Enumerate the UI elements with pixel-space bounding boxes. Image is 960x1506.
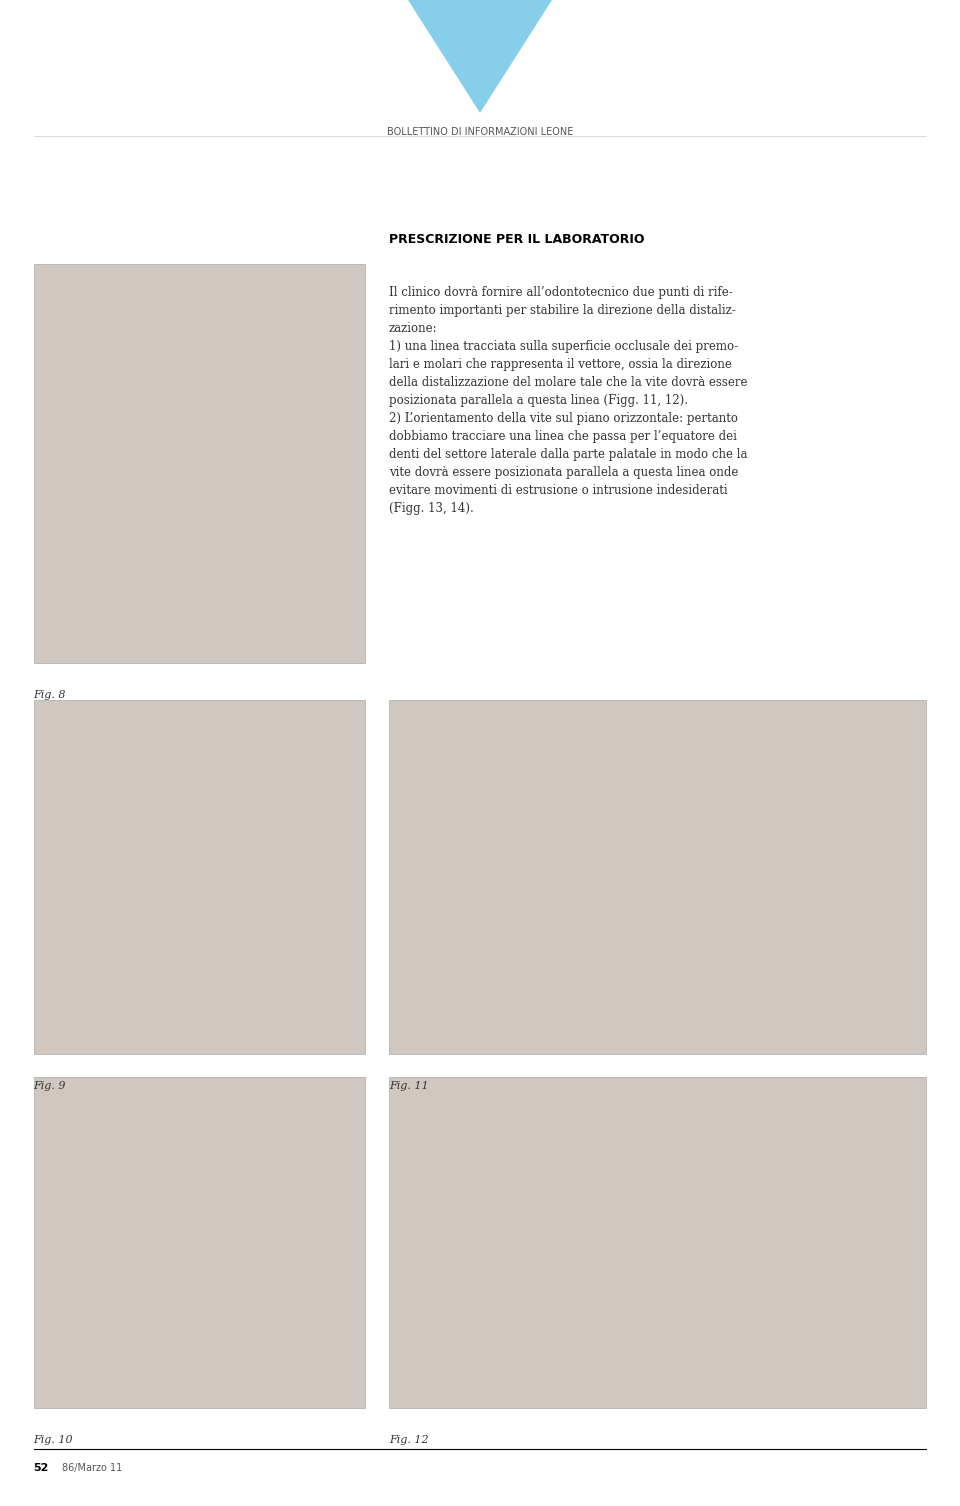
- Bar: [389, 700, 926, 1054]
- Text: BOLLETTINO DI INFORMAZIONI LEONE: BOLLETTINO DI INFORMAZIONI LEONE: [387, 127, 573, 137]
- Text: Fig. 8: Fig. 8: [34, 690, 66, 700]
- Text: Fig. 9: Fig. 9: [34, 1081, 66, 1092]
- Text: 52: 52: [34, 1464, 49, 1473]
- Text: 86/Marzo 11: 86/Marzo 11: [62, 1464, 123, 1473]
- Polygon shape: [408, 0, 552, 113]
- Bar: [34, 1077, 365, 1408]
- Polygon shape: [461, 0, 499, 38]
- Text: Fig. 10: Fig. 10: [34, 1435, 73, 1446]
- Bar: [389, 1077, 926, 1408]
- Text: Fig. 12: Fig. 12: [389, 1435, 428, 1446]
- Bar: [34, 700, 365, 1054]
- Text: PRESCRIZIONE PER IL LABORATORIO: PRESCRIZIONE PER IL LABORATORIO: [389, 233, 644, 247]
- Bar: [34, 264, 365, 663]
- Text: Il clinico dovrà fornire all’odontotecnico due punti di rife-
rimento importanti: Il clinico dovrà fornire all’odontotecni…: [389, 286, 747, 515]
- Text: Fig. 11: Fig. 11: [389, 1081, 428, 1092]
